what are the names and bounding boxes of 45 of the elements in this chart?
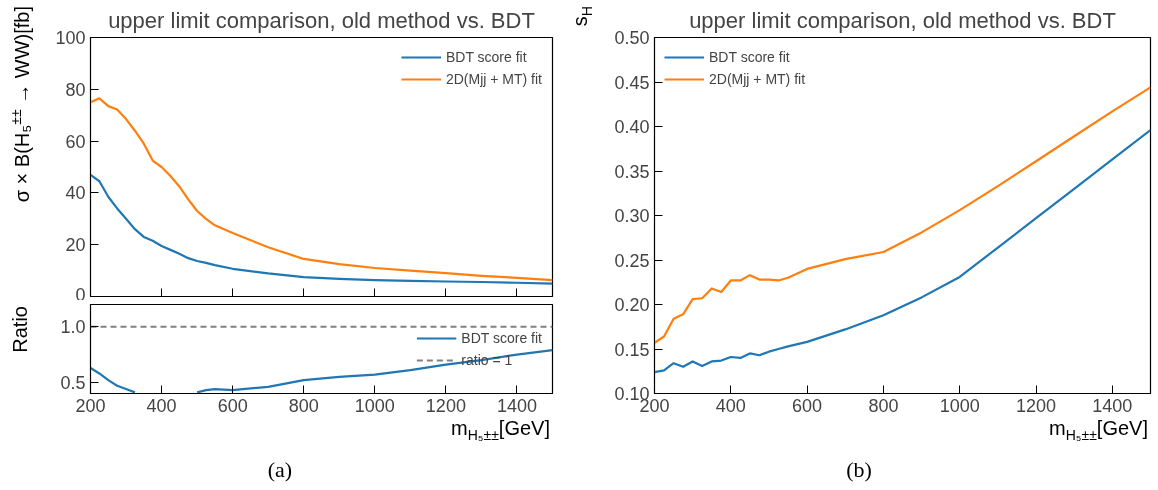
y-axis-title: Ratio [8,306,32,355]
y-tick-label: 100 [55,28,86,48]
line-series [654,128,1151,374]
y-tick-label: 0 [75,284,86,305]
y-tick-label: 0.40 [614,117,650,137]
x-tick-label: 200 [75,395,106,416]
text: (b) [845,456,873,484]
y-tick-label: 1.0 [60,317,86,338]
x-tick-label: 1000 [939,395,980,416]
y-tick-label: 20 [65,235,86,256]
x-tick-label: 1400 [1092,395,1133,416]
x-tick-label: 1200 [1016,395,1057,416]
y-tick-label: 0.30 [614,206,650,226]
text: (a) [266,456,294,484]
x-tick-label: 1000 [354,395,395,416]
x-axis-title: m$_{H₅±±}$[GeV] [450,416,550,445]
x-axis-title: m$_{H₅±±}$[GeV] [1048,416,1148,445]
line-series [654,86,1151,344]
chart-title: upper limit comparison, old method vs. BDT [689,7,1116,33]
y-tick-label: 0.20 [614,295,650,315]
legend-label: BDT score fit [445,49,527,65]
y-tick-label: 40 [65,183,86,204]
y-tick-label: 0.35 [614,161,650,182]
legend-label: BDT score fit [461,329,542,346]
legend-label: 2D(Mjj + MT) fit [445,71,542,87]
y-tick-label: 0.5 [60,372,86,393]
x-tick-label: 800 [288,395,319,416]
x-tick-label: 600 [217,395,248,416]
x-tick-label: 1400 [496,395,537,416]
y-tick-label: 0.45 [614,72,650,93]
y-tick-label: 60 [65,131,86,152]
y-tick-label: 0.50 [614,28,650,48]
line-series [90,97,553,282]
x-tick-label: 1200 [425,395,466,416]
y-tick-label: 80 [65,79,86,100]
x-tick-label: 600 [792,395,823,416]
x-tick-label: 400 [715,395,746,416]
x-tick-label: 800 [868,395,899,416]
legend-label: BDT score fit [709,49,790,65]
y-tick-label: 0.15 [614,339,650,360]
line-series [90,173,553,285]
legend-label: 2D(Mjj + MT) fit [709,71,806,87]
chart-title: upper limit comparison, old method vs. BDT [108,7,535,33]
x-tick-label: 400 [146,395,177,416]
y-tick-label: 0.25 [614,250,650,271]
